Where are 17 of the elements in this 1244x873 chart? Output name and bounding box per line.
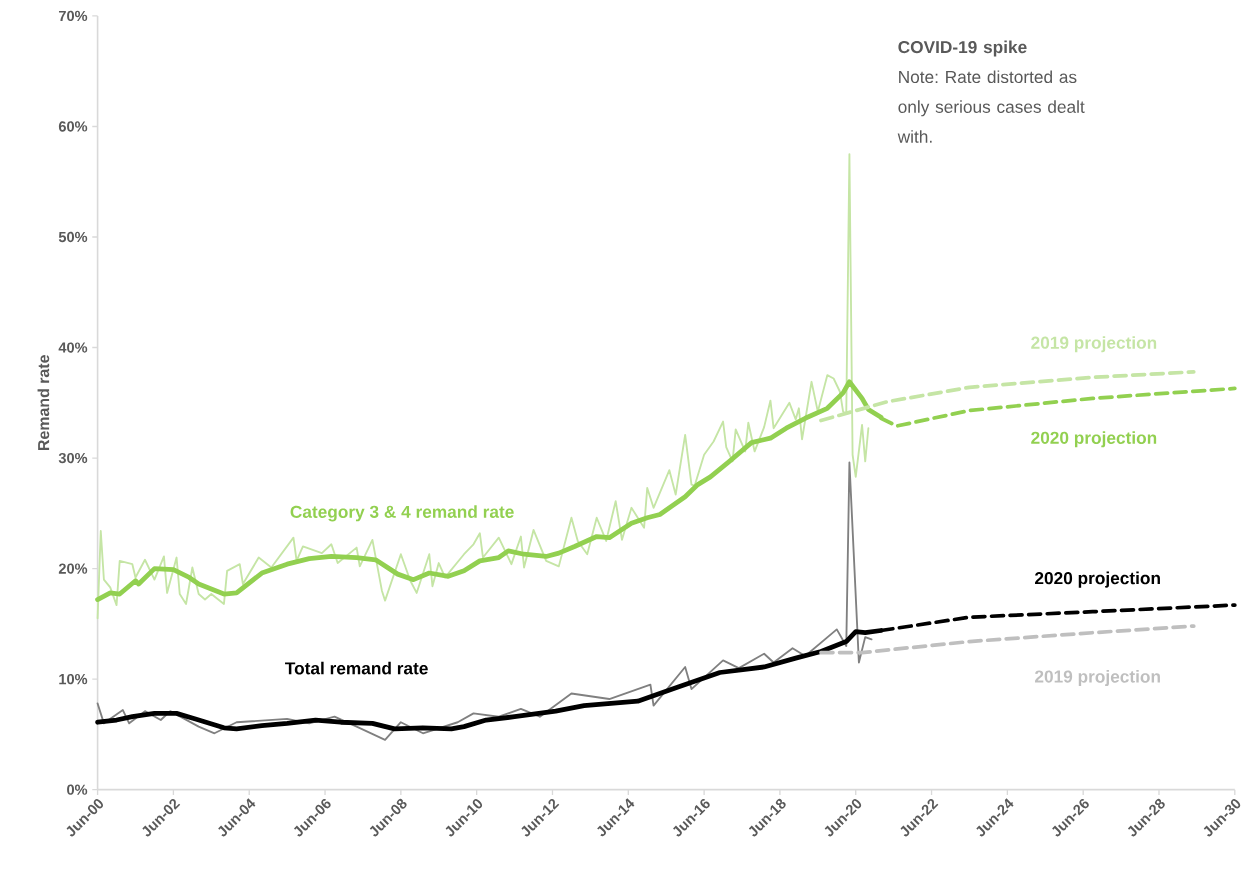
annotation: COVID-19 spike [898, 40, 1027, 57]
annotation: Note: Rate distorted as only serious cases dealt with. [897, 70, 1085, 143]
y-tick-label: 20% [58, 563, 88, 574]
y-tick-label: 10% [59, 673, 88, 685]
y-tick-label: 50% [58, 231, 88, 243]
y-tick-label: 60% [58, 121, 88, 132]
y-tick-label: 40% [58, 342, 88, 353]
series-label: 2019 projection [1035, 669, 1160, 686]
series-label: 2020 projection [1031, 431, 1157, 448]
y-tick-label: 0% [67, 784, 88, 795]
y-axis-title: Remand rate [37, 354, 50, 450]
text: Total remand rate [285, 661, 428, 675]
series-label: Category 3 & 4 remand rate [290, 505, 514, 522]
series-label: 2019 projection [1031, 336, 1157, 353]
y-tick-label: 30% [58, 452, 88, 464]
series-label: 2020 projection [1035, 571, 1160, 588]
y-tick-label: 70% [58, 10, 88, 21]
